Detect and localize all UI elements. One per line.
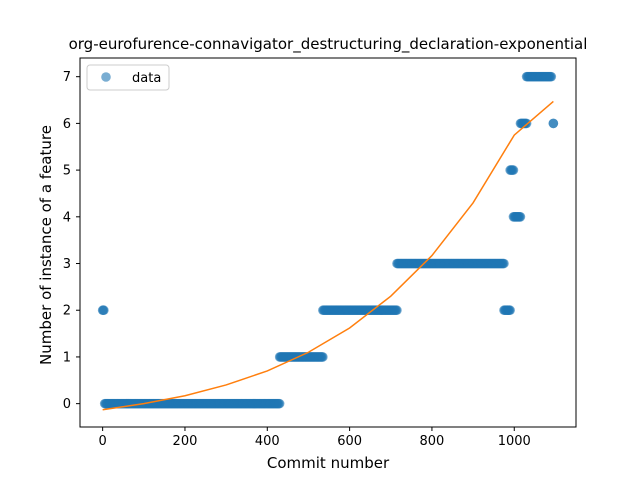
x-axis-label: Commit number <box>267 454 390 472</box>
data-point <box>318 352 328 362</box>
y-tick-label: 3 <box>63 257 71 272</box>
legend: data <box>87 65 169 90</box>
data-point <box>99 305 109 315</box>
data-point <box>275 399 285 409</box>
y-tick-label: 2 <box>63 304 71 319</box>
data-point <box>549 119 559 129</box>
x-tick-label: 800 <box>420 434 445 449</box>
axes-frame <box>80 58 576 427</box>
y-tick-label: 4 <box>63 210 71 225</box>
x-tick-label: 1000 <box>498 434 531 449</box>
data-point <box>516 212 526 222</box>
legend-marker <box>101 72 111 82</box>
data-point <box>499 259 509 269</box>
data-point <box>505 305 515 315</box>
data-point <box>509 165 519 175</box>
data-point <box>547 72 557 82</box>
x-tick-label: 0 <box>98 434 106 449</box>
y-tick-label: 5 <box>63 164 71 179</box>
y-tick-label: 0 <box>63 397 71 412</box>
fit-line <box>103 101 554 409</box>
y-tick-label: 6 <box>63 117 71 132</box>
axes: 0 200 400 600 800 1000 0 1 2 3 4 5 6 7 <box>63 58 576 449</box>
chart-title: org-eurofurence-connavigator_destructuri… <box>69 35 588 54</box>
y-tick-label: 1 <box>63 350 71 365</box>
y-tick-label: 7 <box>63 70 71 85</box>
x-tick-label: 600 <box>337 434 362 449</box>
y-axis-label: Number of instance of a feature <box>37 125 55 365</box>
data-point <box>392 305 402 315</box>
x-tick-label: 200 <box>173 434 198 449</box>
plot-area <box>98 72 558 410</box>
legend-label-data: data <box>132 71 161 86</box>
x-tick-label: 400 <box>255 434 280 449</box>
